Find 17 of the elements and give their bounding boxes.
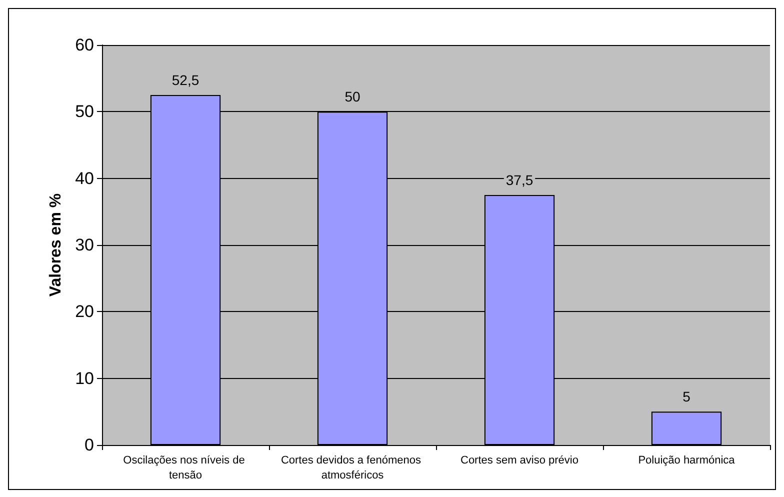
x-tick-label: Oscilações nos níveis de tensão xyxy=(123,454,248,482)
x-tick-label: Cortes devidos a fenómenos atmosféricos xyxy=(280,454,424,482)
data-label: 37,5 xyxy=(506,172,534,188)
y-tick-label: 40 xyxy=(75,168,94,188)
y-tick-label: 50 xyxy=(75,102,94,122)
y-axis-title: Valores em % xyxy=(48,193,64,297)
data-label: 50 xyxy=(344,88,360,105)
y-tick-label: 20 xyxy=(75,302,94,322)
y-tick-label: 10 xyxy=(75,368,94,388)
x-tick-label: Cortes sem aviso prévio xyxy=(460,454,578,466)
data-label: 52,5 xyxy=(172,72,200,88)
y-tick-label: 0 xyxy=(84,436,94,454)
x-tick-label: Poluição harmónica xyxy=(638,454,736,466)
data-label: 5 xyxy=(682,388,691,405)
y-tick-label: 60 xyxy=(75,36,94,54)
bar xyxy=(651,412,722,445)
y-tick-label: 30 xyxy=(75,236,94,254)
